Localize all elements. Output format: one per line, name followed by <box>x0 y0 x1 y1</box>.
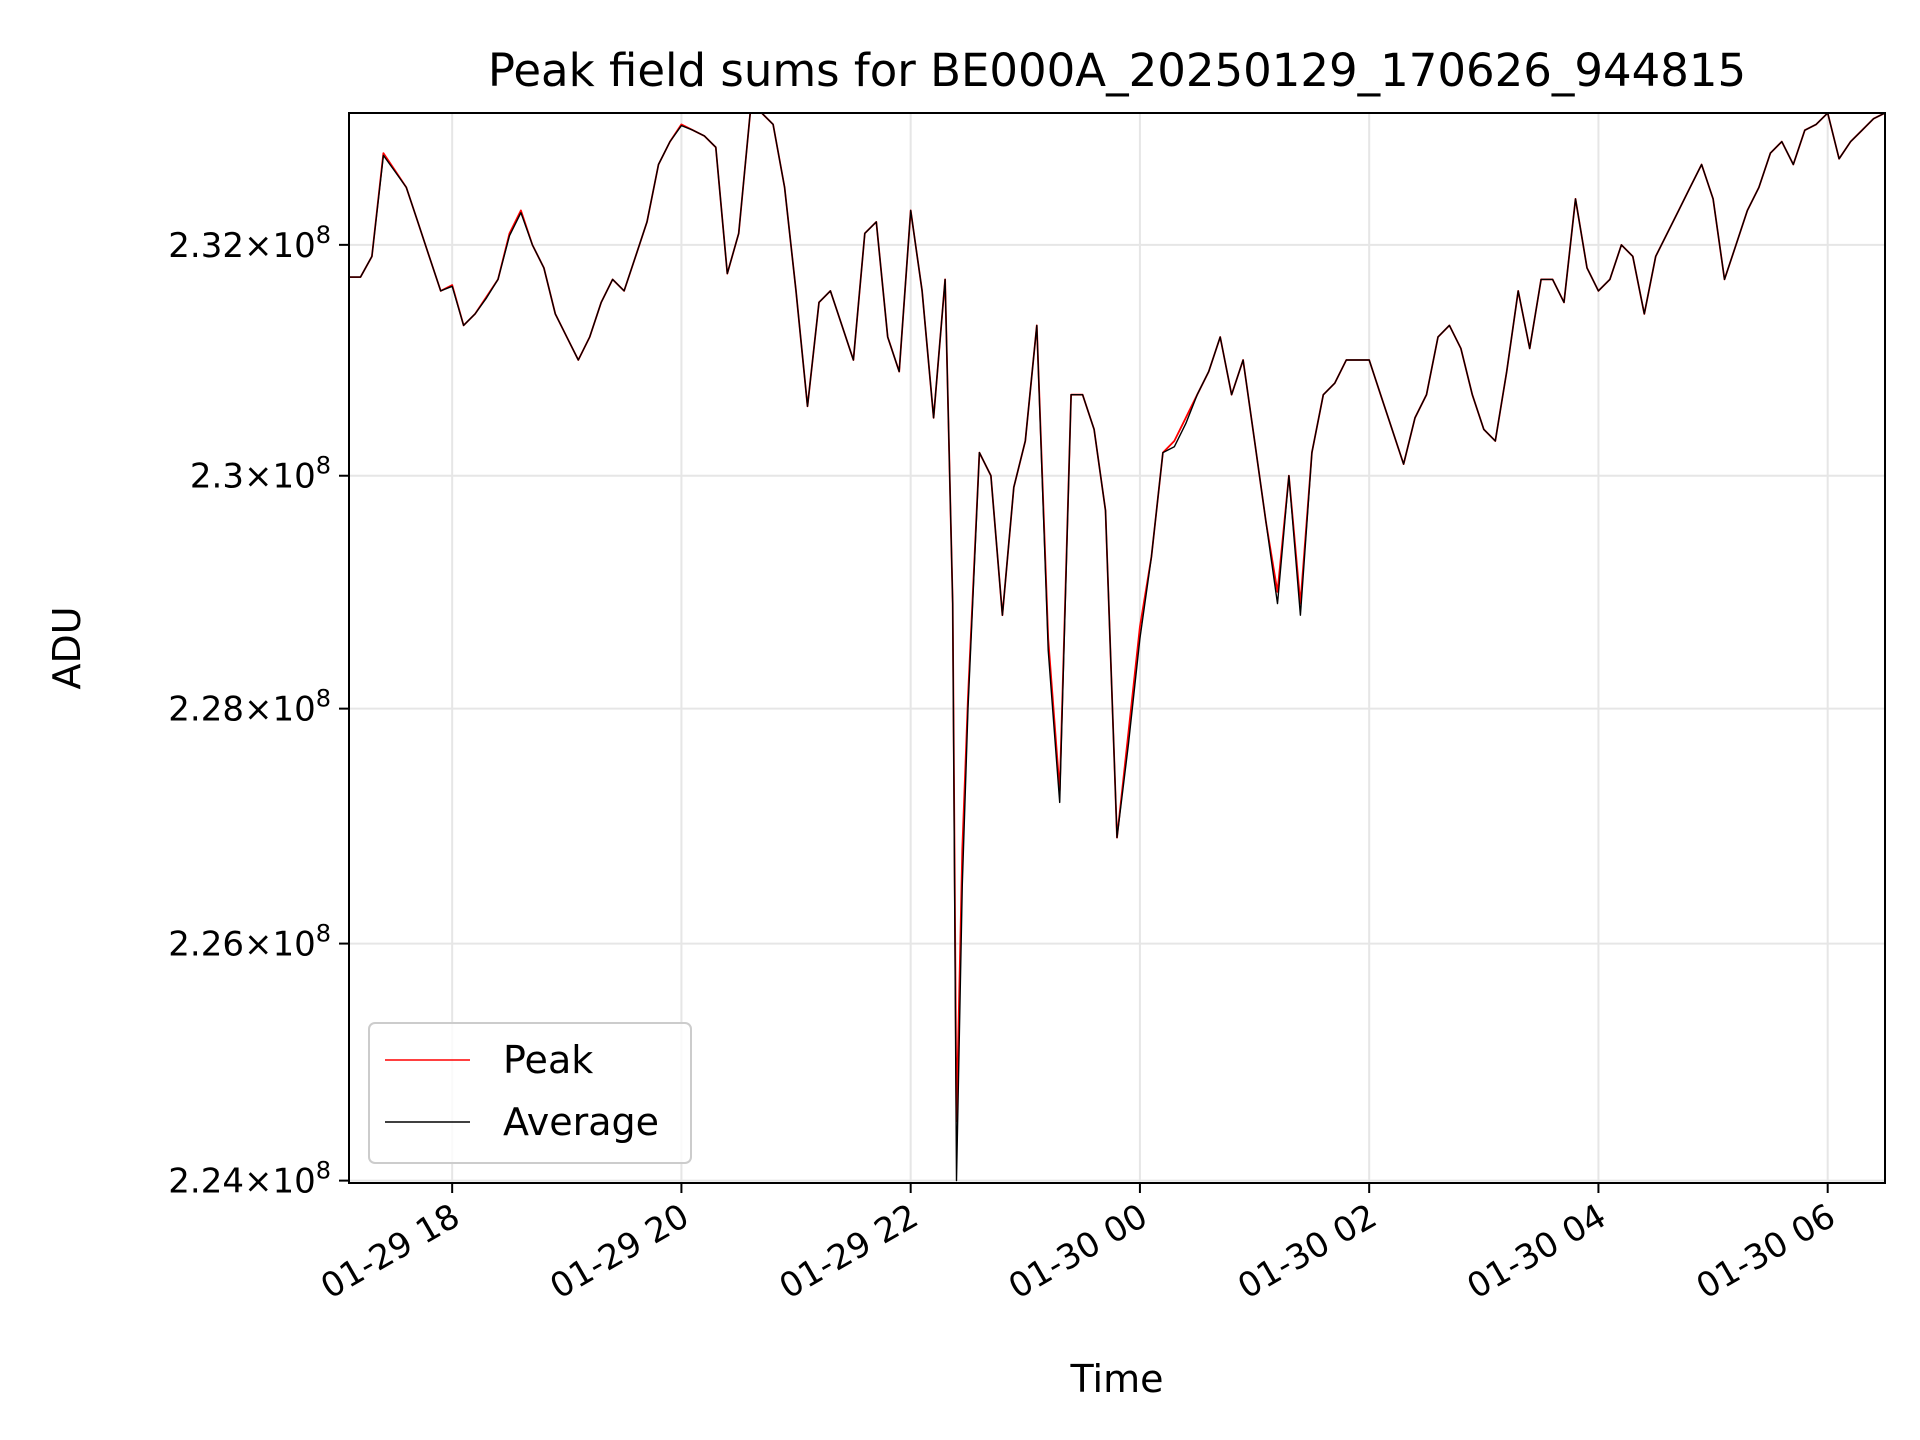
y-tick-label: 2.26×108 <box>168 920 331 965</box>
legend-label-average: Average <box>503 1100 659 1144</box>
y-axis-label: ADU <box>45 606 89 689</box>
y-tick-label: 2.28×108 <box>168 685 331 730</box>
y-tick-label: 2.24×108 <box>168 1157 331 1202</box>
legend-label-peak: Peak <box>503 1038 593 1082</box>
legend-box <box>368 1022 692 1164</box>
grid <box>349 113 1885 1183</box>
series-layer <box>349 113 1885 1182</box>
y-axis: 2.24×108 2.26×108 2.28×108 2.3×108 2.32×108 <box>168 221 349 1202</box>
legend: Peak Average <box>368 1022 692 1164</box>
x-axis-label: Time <box>1070 1357 1164 1401</box>
plot-frame <box>348 112 1886 1184</box>
chart-title: Peak field sums for BE000A_20250129_1706… <box>488 44 1746 97</box>
y-tick-label: 2.3×108 <box>190 452 331 497</box>
series-line-average <box>349 113 1885 1182</box>
y-tick-label: 2.32×108 <box>168 221 331 266</box>
